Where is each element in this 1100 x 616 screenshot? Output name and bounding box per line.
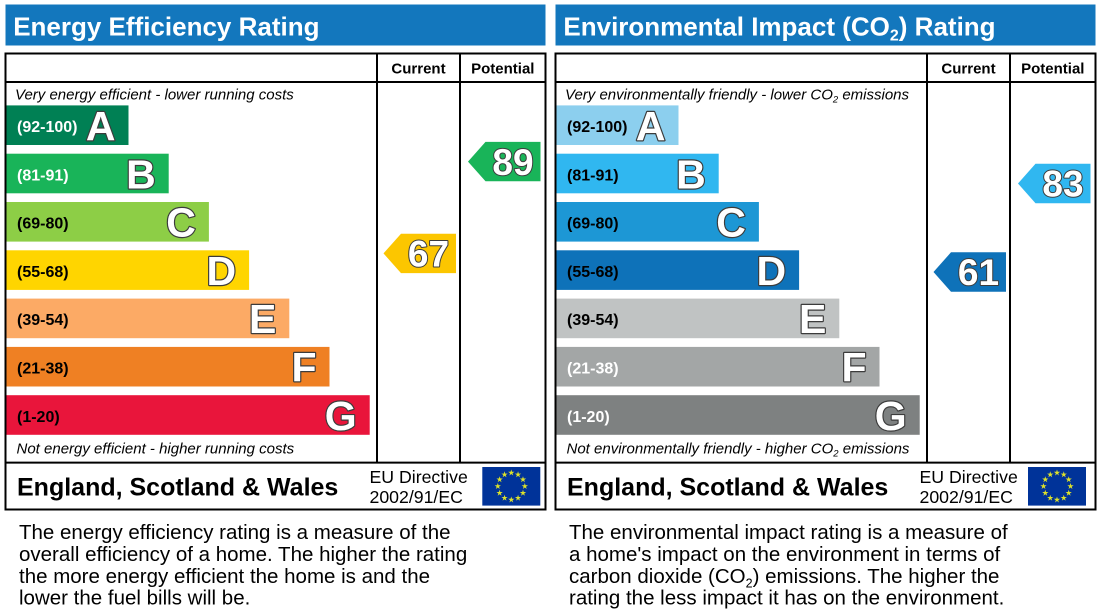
svg-text:lower the fuel bills will be.: lower the fuel bills will be. (19, 587, 250, 610)
svg-text:A: A (86, 103, 116, 149)
svg-text:(55-68): (55-68) (17, 264, 69, 281)
svg-text:B: B (126, 151, 156, 197)
svg-text:F: F (841, 345, 866, 391)
svg-text:A: A (636, 103, 666, 149)
svg-text:(39-54): (39-54) (17, 312, 69, 329)
svg-text:(55-68): (55-68) (567, 264, 619, 281)
svg-text:(69-80): (69-80) (17, 216, 69, 233)
svg-text:EU Directive: EU Directive (370, 467, 468, 487)
svg-text:Energy Efficiency Rating: Energy Efficiency Rating (13, 12, 319, 42)
svg-text:C: C (166, 200, 196, 246)
svg-text:61: 61 (958, 252, 999, 293)
svg-text:Current: Current (941, 61, 995, 78)
svg-text:(92-100): (92-100) (17, 119, 77, 136)
svg-text:Not energy efficient - higher: Not energy efficient - higher running co… (17, 440, 295, 457)
svg-text:Very energy efficient - lower: Very energy efficient - lower running co… (15, 87, 294, 104)
svg-text:2002/91/EC: 2002/91/EC (370, 487, 464, 507)
svg-text:(1-20): (1-20) (17, 409, 60, 426)
svg-text:(21-38): (21-38) (567, 361, 619, 378)
svg-text:2002/91/EC: 2002/91/EC (920, 487, 1014, 507)
svg-text:(21-38): (21-38) (17, 361, 69, 378)
svg-text:(1-20): (1-20) (567, 409, 610, 426)
svg-text:G: G (875, 393, 907, 439)
svg-text:D: D (206, 248, 236, 294)
svg-text:D: D (756, 248, 786, 294)
svg-text:overall efficiency of a home.: overall efficiency of a home. The higher… (19, 543, 467, 566)
svg-text:a home's impact on the environ: a home's impact on the environment in te… (569, 543, 1001, 566)
svg-text:89: 89 (492, 142, 533, 183)
svg-text:E: E (249, 296, 276, 342)
svg-text:(92-100): (92-100) (567, 119, 627, 136)
svg-text:C: C (716, 200, 746, 246)
svg-text:Environmental Impact (CO2) Rat: Environmental Impact (CO2) Rating (563, 12, 995, 45)
svg-text:Potential: Potential (471, 61, 534, 78)
svg-text:carbon dioxide (CO2) emissions: carbon dioxide (CO2) emissions. The high… (569, 565, 999, 591)
svg-text:England, Scotland & Wales: England, Scotland & Wales (567, 474, 888, 502)
svg-text:Potential: Potential (1021, 61, 1084, 78)
svg-text:(81-91): (81-91) (567, 167, 619, 184)
svg-text:(81-91): (81-91) (17, 167, 69, 184)
svg-text:(69-80): (69-80) (567, 216, 619, 233)
svg-text:Very environmentally friendly: Very environmentally friendly - lower CO… (565, 87, 910, 106)
svg-text:Not environmentally friendly -: Not environmentally friendly - higher CO… (567, 440, 910, 459)
svg-text:Current: Current (391, 61, 445, 78)
svg-text:EU Directive: EU Directive (920, 467, 1018, 487)
svg-text:The environmental impact ratin: The environmental impact rating is a mea… (569, 521, 1008, 544)
svg-text:B: B (676, 151, 706, 197)
svg-text:E: E (799, 296, 826, 342)
svg-text:G: G (325, 393, 357, 439)
svg-text:rating the less impact it has: rating the less impact it has on the env… (569, 587, 1004, 610)
svg-text:67: 67 (408, 234, 449, 275)
svg-text:F: F (291, 345, 316, 391)
svg-text:the more energy efficient the: the more energy efficient the home is an… (19, 565, 430, 588)
svg-text:The energy efficiency rating i: The energy efficiency rating is a measur… (19, 521, 451, 544)
svg-text:(39-54): (39-54) (567, 312, 619, 329)
svg-text:England, Scotland & Wales: England, Scotland & Wales (17, 474, 338, 502)
svg-text:83: 83 (1042, 164, 1083, 205)
